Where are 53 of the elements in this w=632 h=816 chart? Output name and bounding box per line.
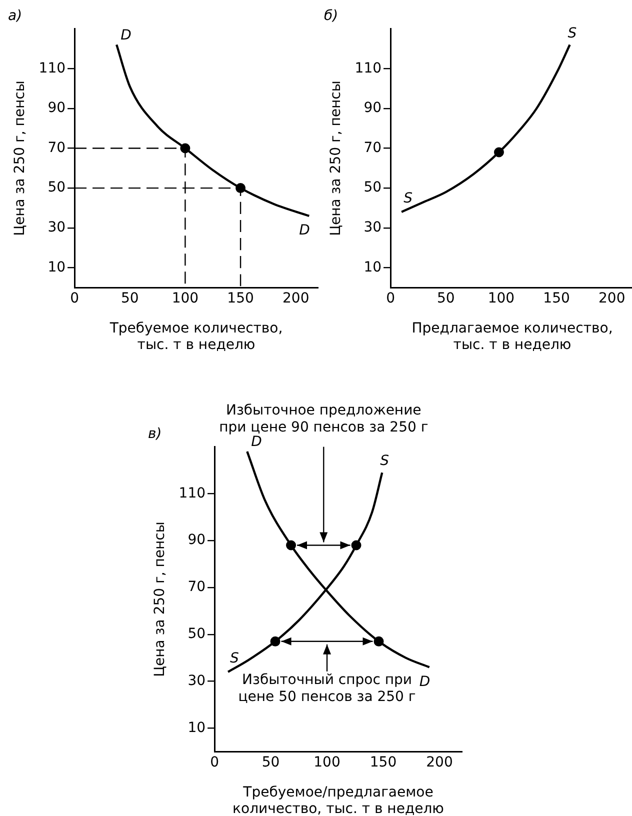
y-tick-label: 50 (364, 180, 382, 196)
x-axis-title: Предлагаемое количество, тыс. т в неделю (412, 320, 613, 354)
y-tick-label: 70 (188, 579, 206, 596)
y-tick-label: 90 (364, 100, 382, 116)
x-tick-label: 150 (543, 290, 570, 307)
x-tick-label: 100 (488, 290, 515, 307)
x-tick-label: 0 (386, 290, 395, 307)
y-tick-label: 90 (188, 532, 206, 548)
annotation: Избыточный спрос при цене 50 пенсов за 250 г (238, 672, 416, 706)
x-tick-label: 100 (314, 754, 340, 771)
text: Избыточное предложение при цене 90 пенсов за 250 г (219, 402, 428, 436)
y-axis-title: Цена за 250 г, пенсы (152, 522, 168, 677)
series-label: D (251, 434, 262, 450)
y-axis-title: Цена за 250 г, пенсы (12, 80, 28, 236)
x-tick-label: 150 (227, 290, 254, 307)
y-tick-label: 10 (364, 259, 382, 276)
y-tick-label: 110 (178, 485, 206, 502)
x-tick-label: 200 (282, 290, 310, 307)
text: D (299, 222, 310, 239)
x-axis-title: Требуемое/предлагаемое количество, тыс. т в неделю (232, 784, 444, 816)
x-tick-label: 0 (70, 290, 79, 307)
y-tick-label: 110 (354, 60, 382, 76)
chart-title: а) (8, 8, 22, 24)
series-label: S (404, 190, 413, 207)
y-tick-label: 110 (38, 60, 66, 76)
y-tick-label: 50 (188, 626, 206, 642)
y-tick-label: 10 (188, 720, 206, 736)
y-tick-label: 70 (364, 140, 382, 156)
text: S (568, 25, 577, 42)
x-axis-title: Требуемое количество, тыс. т в неделю (108, 320, 283, 354)
x-tick-label: 50 (120, 290, 139, 307)
y-tick-label: 30 (364, 220, 382, 236)
y-tick-label: 10 (48, 259, 66, 276)
x-tick-label: 50 (262, 754, 280, 771)
x-tick-label: 0 (210, 754, 219, 771)
text: S (380, 453, 390, 470)
x-tick-label: 200 (426, 754, 453, 771)
x-tick-label: 200 (598, 290, 626, 307)
text: D (419, 674, 430, 690)
series-label: D (120, 27, 132, 44)
chart-title: в) (148, 426, 162, 442)
y-tick-label: 30 (188, 672, 206, 689)
y-tick-label: 70 (48, 140, 66, 156)
x-tick-label: 100 (172, 290, 199, 307)
y-tick-label: 30 (48, 220, 66, 236)
line-series (400, 44, 571, 214)
y-tick-label: 50 (48, 180, 66, 196)
x-tick-label: 150 (370, 754, 397, 771)
y-tick-label: 90 (48, 100, 66, 116)
x-tick-label: 50 (436, 290, 455, 307)
chart-title: б) (324, 8, 338, 24)
series-label: S (230, 650, 240, 667)
y-axis-title: Цена за 250 г, пенсы (328, 80, 344, 236)
